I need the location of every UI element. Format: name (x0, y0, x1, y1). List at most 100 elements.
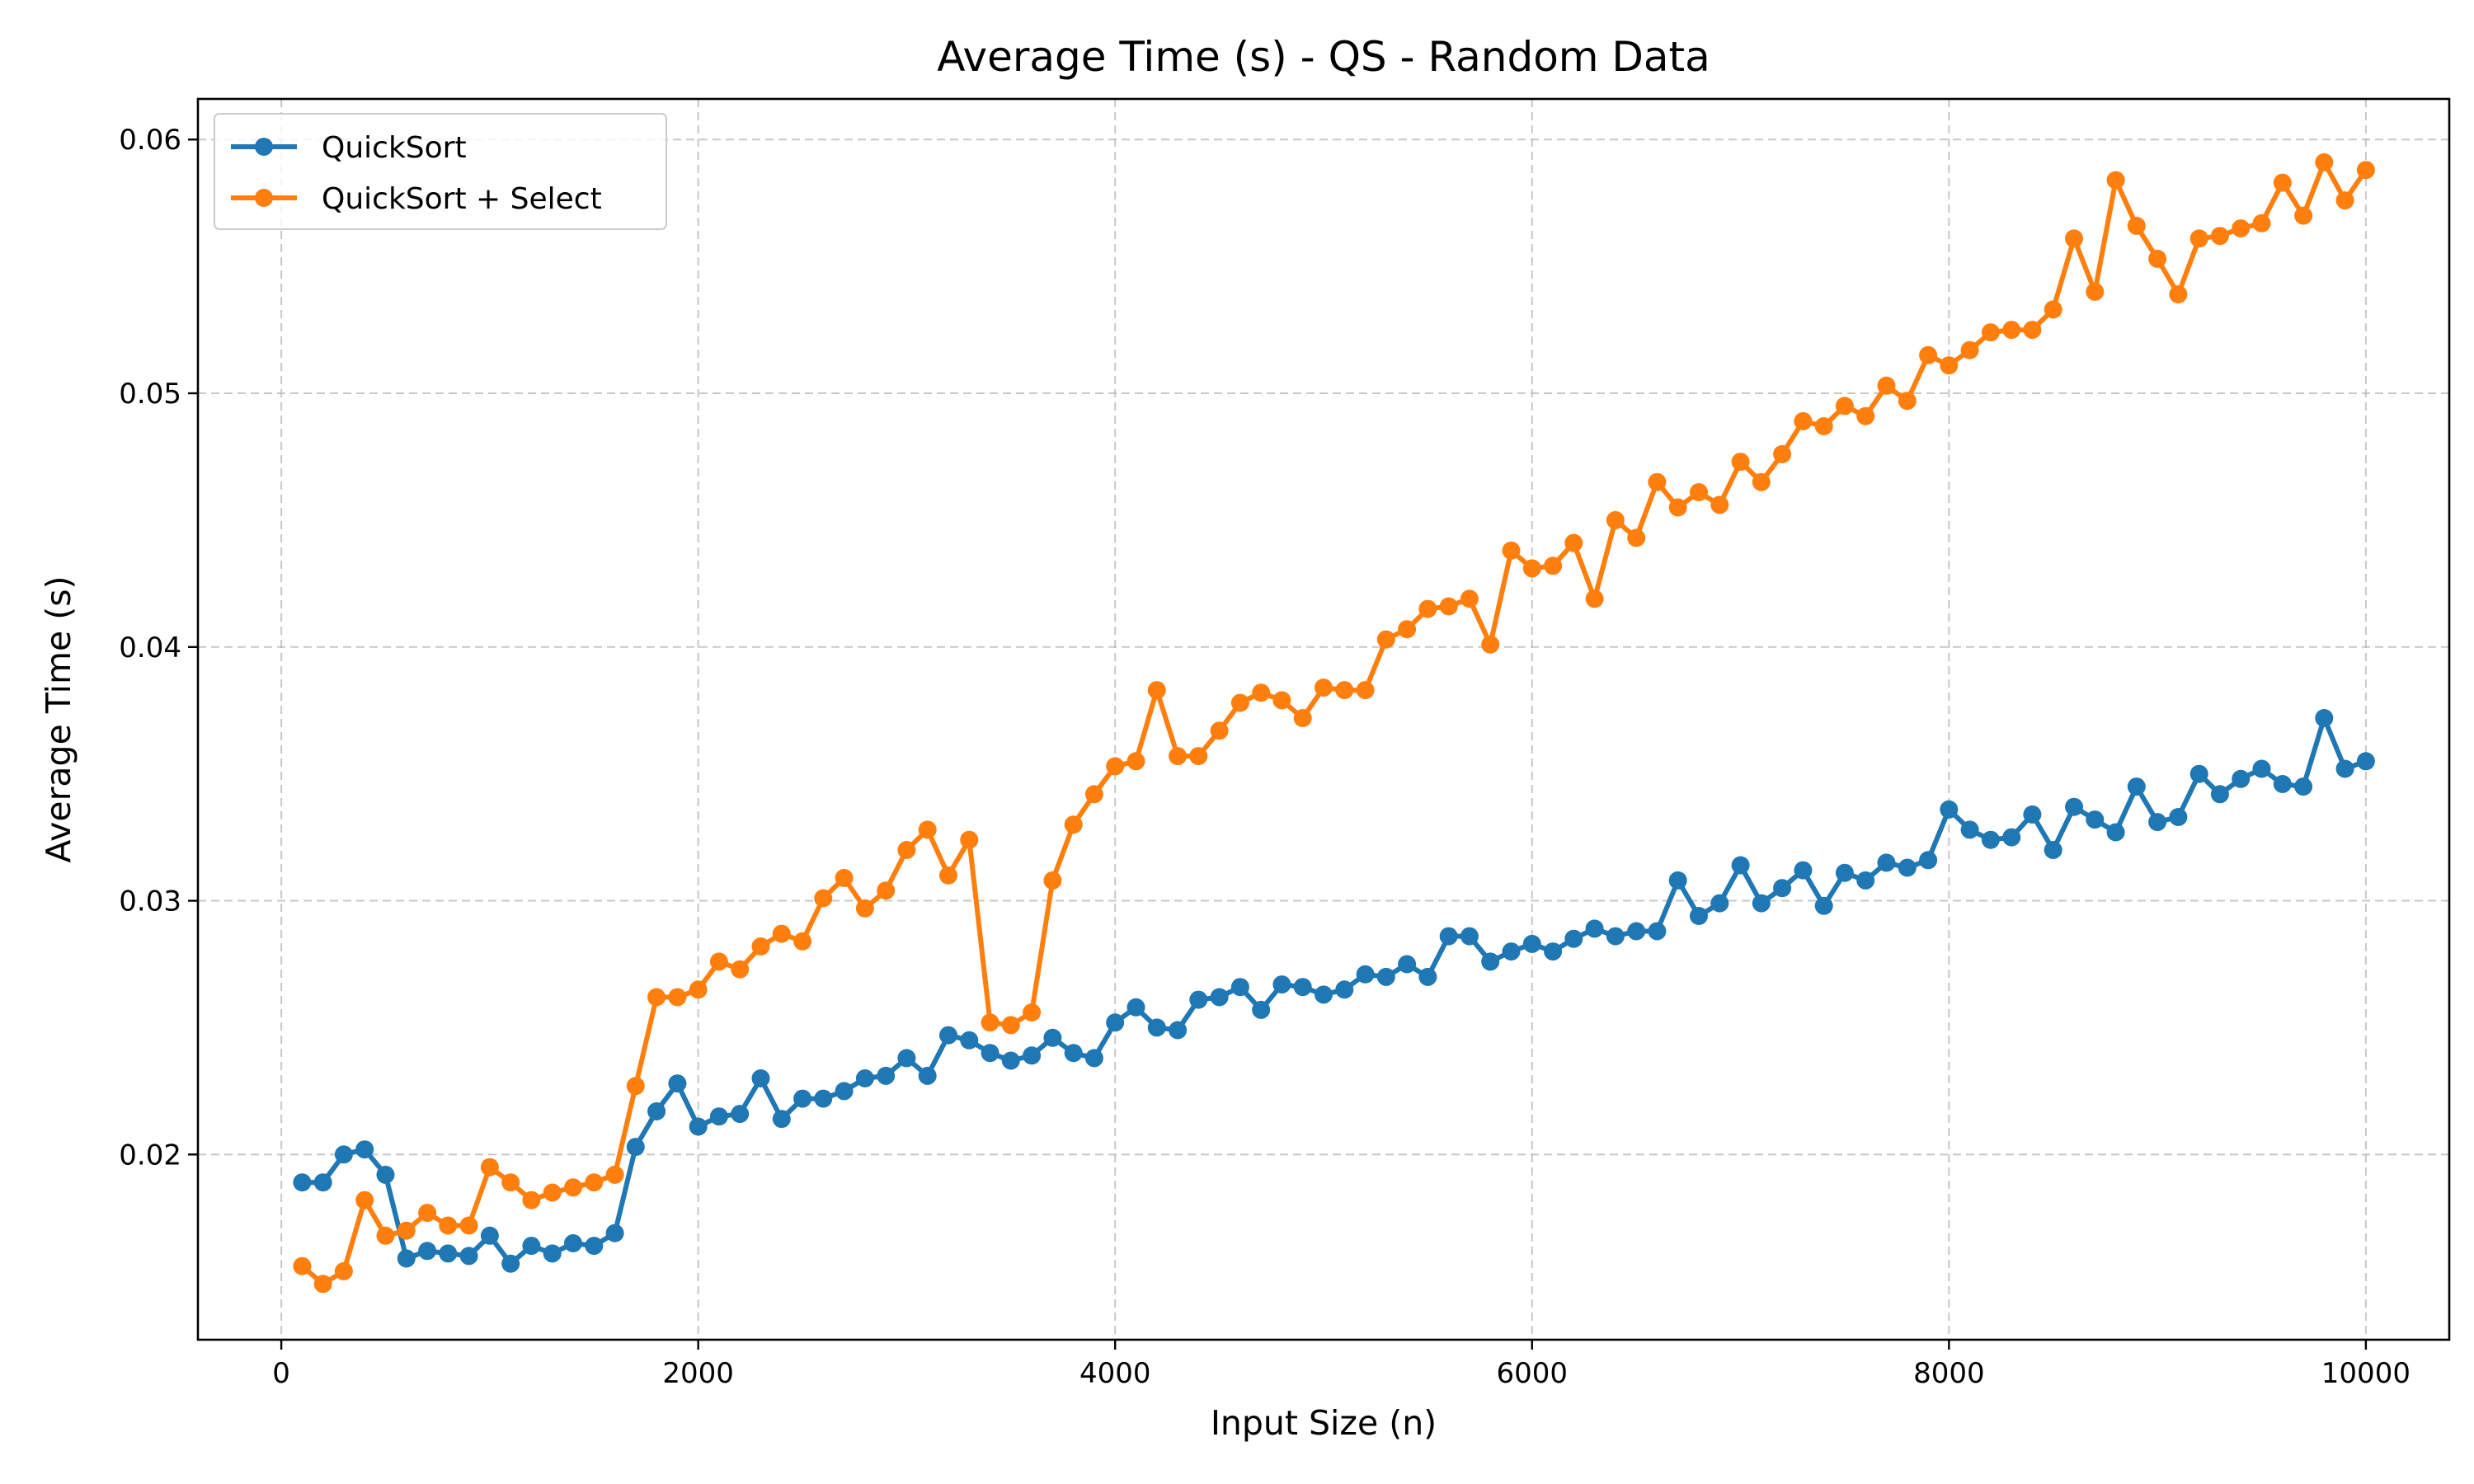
data-point (293, 1256, 312, 1275)
data-point (2169, 808, 2188, 826)
data-point (439, 1244, 458, 1263)
data-point (459, 1247, 478, 1266)
y-tick-label: 0.04 (119, 632, 181, 665)
data-point (835, 868, 854, 887)
data-point (2273, 775, 2292, 793)
data-point (1502, 541, 1521, 560)
legend-entry-quicksort-select: QuickSort + Select (231, 182, 602, 216)
y-axis-title: Average Time (s) (39, 575, 78, 862)
data-point (376, 1165, 395, 1184)
data-point (772, 924, 791, 943)
data-point (1710, 894, 1729, 913)
data-point (1356, 681, 1375, 700)
data-point (1189, 747, 1208, 766)
data-point (668, 1074, 687, 1093)
data-point (1252, 683, 1271, 702)
legend: QuickSort QuickSort + Select (214, 113, 667, 230)
data-point (1023, 1046, 1042, 1065)
data-point (1606, 510, 1625, 529)
data-point (1272, 691, 1291, 710)
data-point (1877, 376, 1896, 395)
data-point (1981, 323, 2000, 342)
data-point (480, 1226, 499, 1245)
data-point (522, 1190, 541, 1209)
data-point (2127, 216, 2146, 235)
data-point (334, 1145, 353, 1164)
y-tick-label: 0.06 (119, 124, 181, 157)
data-point (1043, 871, 1062, 890)
data-point (731, 1105, 750, 1124)
data-point (2065, 229, 2083, 248)
data-point (960, 830, 979, 849)
data-point (1189, 990, 1208, 1009)
data-point (2044, 841, 2062, 859)
data-point (2252, 759, 2271, 778)
data-point (2148, 813, 2167, 832)
data-point (1481, 635, 1500, 654)
data-point (293, 1173, 312, 1192)
data-point (939, 1026, 957, 1045)
data-point (1230, 693, 1249, 712)
data-point (2065, 797, 2083, 816)
data-point (731, 960, 750, 979)
legend-label-quicksort: QuickSort (322, 131, 467, 165)
data-point (1606, 927, 1625, 946)
data-point (564, 1178, 582, 1197)
data-point (1919, 851, 1938, 870)
data-point (1210, 721, 1229, 740)
x-axis-title: Input Size (n) (1211, 1403, 1437, 1443)
data-point (1773, 444, 1792, 463)
data-point (2189, 229, 2208, 248)
data-point (981, 1044, 999, 1063)
data-point (418, 1242, 437, 1261)
data-point (1648, 922, 1667, 941)
data-point (1169, 747, 1188, 766)
data-point (501, 1254, 520, 1273)
data-point (1731, 856, 1750, 875)
data-point (1731, 453, 1750, 472)
data-point (1585, 919, 1604, 938)
data-point (1773, 879, 1792, 898)
data-point (1960, 340, 1979, 359)
data-point (793, 1089, 812, 1108)
data-point (334, 1261, 353, 1280)
data-point (814, 889, 833, 908)
data-point (855, 899, 874, 918)
data-point (1439, 927, 1458, 946)
data-point (2023, 805, 2042, 824)
data-point (1439, 597, 1458, 616)
data-point (2335, 759, 2354, 778)
data-point (1522, 934, 1541, 953)
data-point (313, 1173, 332, 1192)
data-point (1001, 1016, 1020, 1035)
data-point (1794, 861, 1813, 880)
data-point (2106, 171, 2125, 190)
data-point (647, 988, 666, 1007)
data-point (355, 1140, 374, 1159)
data-point (1877, 853, 1896, 872)
data-point (1668, 498, 1687, 517)
data-point (2148, 249, 2167, 268)
series-line (300, 159, 2368, 1287)
data-point (439, 1216, 458, 1235)
data-point (1293, 978, 1312, 997)
data-point (918, 1066, 937, 1085)
data-point (877, 881, 896, 900)
data-point (2086, 810, 2105, 829)
data-point (1315, 679, 1333, 697)
data-point (772, 1110, 791, 1129)
data-point (1564, 929, 1583, 948)
data-point (1084, 785, 1103, 804)
data-point (897, 841, 916, 859)
data-point (543, 1244, 562, 1263)
legend-label-quicksort-select: QuickSort + Select (322, 182, 602, 216)
data-point (751, 937, 770, 956)
data-point (751, 1069, 770, 1087)
legend-marker-quicksort-select (255, 189, 273, 207)
data-point (2127, 777, 2146, 796)
data-point (2210, 227, 2229, 246)
data-point (1230, 978, 1249, 997)
data-point (2335, 191, 2354, 210)
series-layer (293, 153, 2375, 1294)
